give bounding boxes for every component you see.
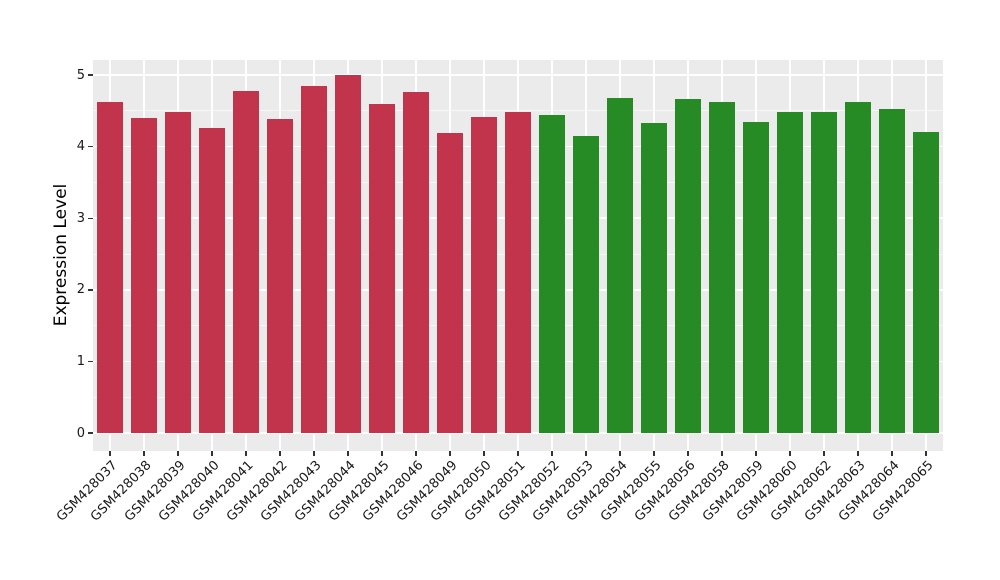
bar-GSM428056 — [675, 98, 701, 434]
y-tick-mark — [88, 217, 93, 219]
y-axis-title: Expression Level — [51, 183, 71, 327]
x-tick-mark — [415, 451, 417, 456]
x-tick-mark — [143, 451, 145, 456]
bar-GSM428049 — [437, 133, 463, 434]
x-tick-mark — [109, 451, 111, 456]
bar-GSM428063 — [845, 102, 871, 434]
bar-GSM428055 — [641, 123, 667, 434]
x-tick-mark — [211, 451, 213, 456]
x-tick-mark — [313, 451, 315, 456]
y-tick-mark — [88, 289, 93, 291]
bar-GSM428037 — [97, 102, 123, 434]
x-tick-mark — [891, 451, 893, 456]
bar-GSM428039 — [165, 112, 191, 434]
y-tick-mark — [88, 74, 93, 76]
x-tick-mark — [789, 451, 791, 456]
bar-GSM428062 — [811, 111, 837, 434]
y-tick-label: 0 — [76, 425, 85, 441]
x-tick-mark — [517, 451, 519, 456]
x-tick-mark — [687, 451, 689, 456]
x-tick-mark — [721, 451, 723, 456]
x-tick-mark — [755, 451, 757, 456]
y-tick-label: 2 — [76, 282, 85, 298]
x-tick-mark — [177, 451, 179, 456]
bar-GSM428040 — [199, 128, 225, 434]
x-tick-mark — [619, 451, 621, 456]
y-tick-label: 1 — [76, 353, 85, 369]
y-tick-mark — [88, 432, 93, 434]
x-tick-mark — [279, 451, 281, 456]
x-tick-mark — [381, 451, 383, 456]
bar-GSM428052 — [539, 115, 565, 434]
bar-GSM428041 — [233, 90, 259, 434]
y-tick-label: 5 — [76, 67, 85, 83]
y-tick-mark — [88, 360, 93, 363]
bar-GSM428053 — [573, 135, 599, 434]
bar-GSM428051 — [505, 111, 531, 434]
x-tick-mark — [551, 451, 553, 456]
bar-GSM428042 — [267, 118, 293, 434]
bar-GSM428043 — [301, 86, 327, 434]
x-tick-mark — [823, 451, 825, 456]
x-tick-mark — [347, 451, 349, 456]
y-tick-label: 3 — [76, 210, 85, 226]
x-tick-mark — [245, 451, 247, 456]
bar-GSM428044 — [335, 75, 361, 434]
bar-GSM428050 — [471, 116, 497, 434]
y-tick-label: 4 — [76, 139, 85, 155]
bar-GSM428054 — [607, 97, 633, 434]
bar-GSM428038 — [131, 118, 157, 434]
bar-GSM428046 — [403, 91, 429, 434]
plot-panel — [93, 60, 943, 451]
bar-GSM428058 — [709, 102, 735, 434]
bar-GSM428045 — [369, 103, 395, 434]
bar-GSM428065 — [913, 132, 939, 434]
bar-GSM428060 — [777, 111, 803, 434]
bar-GSM428064 — [879, 108, 905, 434]
x-tick-mark — [449, 451, 451, 456]
x-tick-mark — [483, 451, 485, 456]
x-tick-mark — [925, 451, 927, 456]
x-tick-mark — [585, 451, 587, 456]
x-tick-mark — [857, 451, 859, 456]
y-tick-mark — [88, 145, 93, 148]
bar-GSM428059 — [743, 121, 769, 434]
x-tick-mark — [653, 451, 655, 456]
